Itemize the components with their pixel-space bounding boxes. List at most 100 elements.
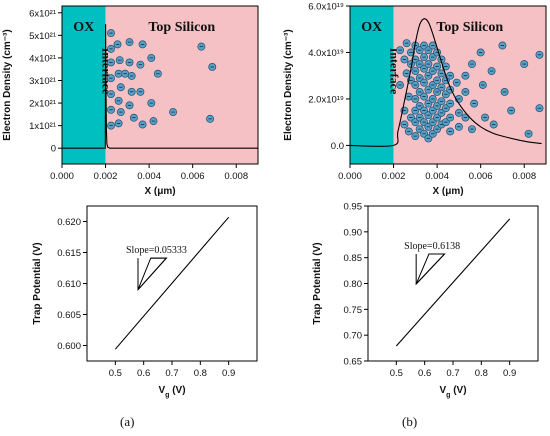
y-tick-label: 0.95 bbox=[344, 202, 363, 213]
electron-marker bbox=[136, 87, 145, 96]
electron-marker bbox=[208, 62, 217, 71]
electron-marker bbox=[396, 81, 405, 89]
electron-marker bbox=[411, 81, 420, 89]
region-label-ox: OX bbox=[73, 20, 94, 35]
x-axis-label-main: V bbox=[439, 385, 446, 396]
y-tick-label: 0.615 bbox=[57, 248, 81, 259]
region-label-top-silicon: Top Silicon bbox=[148, 20, 215, 35]
electron-marker bbox=[197, 42, 206, 51]
x-tick-label: 0.8 bbox=[194, 368, 207, 379]
y-tick-label: 0.90 bbox=[344, 227, 363, 238]
y-axis-label: Electron Density (cm⁻³) bbox=[283, 29, 294, 140]
series-line bbox=[395, 218, 511, 347]
electron-marker bbox=[411, 67, 420, 76]
x-axis-label: X (μm) bbox=[144, 186, 175, 197]
electron-marker bbox=[138, 120, 147, 129]
x-tick-label: 0.006 bbox=[181, 171, 205, 182]
electron-marker bbox=[125, 101, 134, 110]
y-tick-label: 2x10²¹ bbox=[29, 99, 56, 110]
electron-marker bbox=[452, 78, 461, 87]
y-tick-label: 0.605 bbox=[57, 310, 81, 321]
x-tick-label: 0.002 bbox=[94, 171, 118, 182]
electron-marker bbox=[107, 105, 115, 114]
electron-marker bbox=[461, 88, 470, 96]
x-axis-label-unit: (V) bbox=[450, 385, 466, 396]
panel-label-a: (a) bbox=[120, 414, 135, 429]
y-tick-label: 4.0x10¹⁹ bbox=[308, 48, 344, 59]
x-axis-label-main: V bbox=[158, 385, 165, 396]
region-label-top-silicon: Top Silicon bbox=[436, 20, 503, 35]
y-axis-label: Electron Density (cm⁻³) bbox=[2, 29, 13, 140]
electron-marker bbox=[114, 119, 123, 128]
y-axis-label: Trap Potential (V) bbox=[32, 242, 43, 324]
electron-marker bbox=[461, 113, 470, 122]
electron-marker bbox=[411, 94, 420, 103]
electron-marker bbox=[107, 44, 115, 53]
electron-marker bbox=[441, 62, 450, 71]
series-line bbox=[349, 18, 542, 147]
electron-marker bbox=[476, 48, 485, 57]
electron-marker bbox=[400, 55, 409, 64]
electron-marker bbox=[138, 40, 147, 49]
plot-frame bbox=[349, 5, 547, 165]
electron-marker bbox=[107, 74, 115, 83]
x-tick-label: 0.7 bbox=[446, 368, 459, 379]
x-axis-label: Vg (V) bbox=[158, 385, 185, 399]
x-axis-label-sub: g bbox=[446, 392, 450, 399]
electron-marker bbox=[433, 62, 442, 71]
y-axis-label: Trap Potential (V) bbox=[312, 242, 323, 324]
x-axis-label: Vg (V) bbox=[439, 385, 466, 399]
electron-marker bbox=[107, 90, 115, 98]
plot-frame bbox=[367, 205, 539, 362]
electron-marker bbox=[400, 120, 409, 129]
electron-marker bbox=[411, 132, 420, 141]
electron-marker bbox=[125, 58, 134, 67]
electron-marker bbox=[481, 113, 489, 122]
x-tick-label: 0.002 bbox=[382, 171, 406, 182]
y-tick-label: 5x10²¹ bbox=[29, 31, 56, 42]
electron-marker bbox=[520, 60, 529, 69]
electron-marker bbox=[149, 117, 158, 126]
region-ox bbox=[62, 6, 106, 164]
electron-marker bbox=[402, 39, 411, 48]
electron-marker bbox=[125, 38, 134, 47]
electron-marker bbox=[107, 121, 115, 130]
electron-marker bbox=[407, 48, 415, 57]
electron-marker bbox=[115, 56, 124, 65]
electron-marker bbox=[147, 99, 156, 108]
y-tick-label: 0 bbox=[51, 144, 56, 155]
electron-marker bbox=[420, 92, 428, 101]
interface-label: Interface bbox=[100, 48, 114, 95]
electron-marker bbox=[437, 97, 446, 106]
series-line bbox=[62, 24, 258, 149]
y-tick-label: 4x10²¹ bbox=[29, 53, 56, 64]
x-tick-label: 0.004 bbox=[425, 171, 449, 182]
electron-marker bbox=[461, 71, 470, 80]
x-tick-label: 0.5 bbox=[109, 368, 122, 379]
electron-marker bbox=[498, 41, 507, 50]
slope-triangle-outline bbox=[415, 253, 446, 285]
electron-marker bbox=[114, 69, 123, 78]
electron-marker bbox=[454, 122, 463, 131]
x-tick-label: 0.000 bbox=[338, 171, 362, 182]
electron-marker bbox=[127, 72, 136, 80]
chart-a_bottom: 0.5 0.6 0.7 0.8 0.9 0.600 0.605 0.610 0.615 0.620… bbox=[32, 205, 258, 399]
electron-marker bbox=[113, 40, 122, 49]
y-tick-label: 0.80 bbox=[344, 279, 363, 290]
electron-marker bbox=[206, 114, 215, 123]
electron-marker bbox=[507, 106, 516, 115]
y-tick-label: 2.0x10¹⁹ bbox=[308, 94, 344, 105]
x-tick-label: 0.000 bbox=[50, 171, 74, 182]
chart-b_bottom: 0.5 0.6 0.7 0.8 0.9 0.65 0.70 0.75 0.80 0.85 0.90 0… bbox=[312, 202, 539, 399]
electron-marker bbox=[127, 87, 136, 96]
x-axis-label-sub: g bbox=[165, 392, 169, 399]
x-tick-label: 0.004 bbox=[137, 171, 161, 182]
chart-a_top: OX Top Silicon Interface 0.000 0.002 0.004 0.0… bbox=[2, 5, 259, 197]
electron-marker bbox=[524, 129, 533, 138]
series-line bbox=[114, 216, 230, 350]
electron-marker bbox=[500, 88, 509, 96]
electron-marker bbox=[404, 127, 413, 136]
electron-marker bbox=[428, 94, 437, 103]
x-tick-label: 0.8 bbox=[475, 368, 488, 379]
